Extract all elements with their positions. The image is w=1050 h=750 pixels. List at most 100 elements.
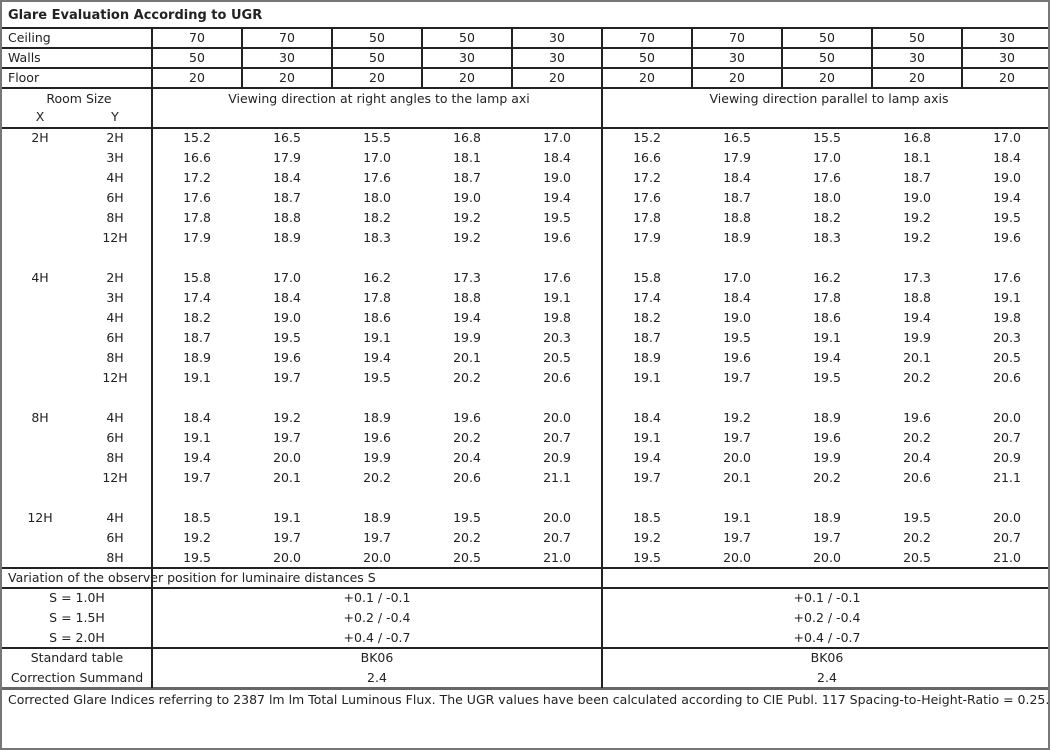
column-divider xyxy=(961,28,963,88)
ugr-value: 18.9 xyxy=(813,510,841,525)
room-y-value: 4H xyxy=(106,170,124,185)
reflectance-value: 20 xyxy=(459,70,475,85)
ugr-value: 18.8 xyxy=(723,210,751,225)
ugr-value: 20.5 xyxy=(903,550,931,565)
row-divider xyxy=(2,127,1048,129)
ugr-value: 19.2 xyxy=(723,410,751,425)
standard-parallel: 2.4 xyxy=(817,670,837,685)
standard-parallel: BK06 xyxy=(810,650,844,665)
ugr-value: 18.3 xyxy=(363,230,391,245)
standard-perpendicular: 2.4 xyxy=(367,670,387,685)
ugr-value: 19.5 xyxy=(273,330,301,345)
ugr-value: 17.9 xyxy=(183,230,211,245)
room-y-value: 6H xyxy=(106,430,124,445)
ugr-value: 18.9 xyxy=(363,410,391,425)
column-divider xyxy=(511,28,513,88)
room-y-value: 2H xyxy=(106,270,124,285)
reflectance-value: 30 xyxy=(999,50,1015,65)
ugr-value: 17.8 xyxy=(183,210,211,225)
ugr-value: 20.6 xyxy=(543,370,571,385)
ugr-value: 17.0 xyxy=(723,270,751,285)
room-y-value: 4H xyxy=(106,510,124,525)
ugr-value: 19.7 xyxy=(273,430,301,445)
room-y-value: 12H xyxy=(102,370,128,385)
ugr-value: 20.0 xyxy=(993,510,1021,525)
reflectance-value: 20 xyxy=(549,70,565,85)
ugr-value: 17.0 xyxy=(273,270,301,285)
ugr-value: 19.4 xyxy=(363,350,391,365)
ugr-value: 21.1 xyxy=(543,470,571,485)
ugr-value: 20.0 xyxy=(993,410,1021,425)
ugr-value: 19.1 xyxy=(183,370,211,385)
ugr-value: 19.6 xyxy=(273,350,301,365)
ugr-value: 20.5 xyxy=(543,350,571,365)
ugr-value: 20.0 xyxy=(813,550,841,565)
ugr-value: 18.0 xyxy=(363,190,391,205)
ugr-value: 20.5 xyxy=(993,350,1021,365)
ugr-value: 16.6 xyxy=(633,150,661,165)
ugr-value: 19.7 xyxy=(723,370,751,385)
ugr-value: 19.4 xyxy=(543,190,571,205)
ugr-value: 19.2 xyxy=(183,530,211,545)
ugr-value: 20.2 xyxy=(903,370,931,385)
ugr-value: 20.0 xyxy=(363,550,391,565)
reflectance-value: 20 xyxy=(999,70,1015,85)
room-y-value: 6H xyxy=(106,330,124,345)
reflectance-value: 30 xyxy=(549,50,565,65)
ugr-value: 18.7 xyxy=(903,170,931,185)
reflectance-value: 20 xyxy=(819,70,835,85)
ugr-value: 18.2 xyxy=(813,210,841,225)
row-divider xyxy=(2,87,1048,89)
ugr-value: 17.0 xyxy=(363,150,391,165)
room-y-value: 12H xyxy=(102,470,128,485)
room-y-value: 8H xyxy=(106,210,124,225)
ugr-value: 17.0 xyxy=(993,130,1021,145)
ugr-value: 18.9 xyxy=(273,230,301,245)
reflectance-value: 50 xyxy=(639,50,655,65)
ugr-value: 17.8 xyxy=(813,290,841,305)
ugr-value: 18.6 xyxy=(363,310,391,325)
x-header: X xyxy=(35,109,45,124)
ugr-value: 19.1 xyxy=(183,430,211,445)
reflectance-value: 30 xyxy=(999,30,1015,45)
ugr-value: 16.5 xyxy=(723,130,751,145)
room-size-header: Room Size xyxy=(46,91,112,106)
footer-note: Corrected Glare Indices referring to 238… xyxy=(8,692,1050,707)
room-y-value: 8H xyxy=(106,550,124,565)
ugr-value: 20.2 xyxy=(453,530,481,545)
ugr-value: 20.2 xyxy=(903,430,931,445)
reflectance-value: 50 xyxy=(189,50,205,65)
ugr-value: 19.1 xyxy=(993,290,1021,305)
reflectance-value: 30 xyxy=(909,50,925,65)
ugr-value: 19.1 xyxy=(633,370,661,385)
ugr-value: 17.3 xyxy=(453,270,481,285)
ugr-value: 18.4 xyxy=(273,170,301,185)
footer-divider xyxy=(2,687,1048,690)
reflectance-value: 20 xyxy=(639,70,655,85)
ugr-value: 17.9 xyxy=(633,230,661,245)
ugr-value: 21.0 xyxy=(543,550,571,565)
ugr-value: 19.5 xyxy=(993,210,1021,225)
ugr-value: 18.4 xyxy=(633,410,661,425)
ugr-value: 16.8 xyxy=(453,130,481,145)
ugr-value: 15.2 xyxy=(633,130,661,145)
room-x-value: 12H xyxy=(27,510,53,525)
reflectance-value: 70 xyxy=(279,30,295,45)
ugr-value: 19.2 xyxy=(633,530,661,545)
ugr-value: 20.4 xyxy=(903,450,931,465)
ugr-value: 20.4 xyxy=(453,450,481,465)
ugr-value: 18.7 xyxy=(273,190,301,205)
ugr-value: 19.4 xyxy=(813,350,841,365)
ugr-value: 18.4 xyxy=(723,170,751,185)
ugr-value: 19.4 xyxy=(993,190,1021,205)
column-divider xyxy=(241,28,243,88)
ugr-value: 19.1 xyxy=(813,330,841,345)
row-divider xyxy=(2,47,1048,49)
ugr-value: 19.7 xyxy=(813,530,841,545)
ugr-value: 19.2 xyxy=(903,210,931,225)
ugr-value: 19.8 xyxy=(543,310,571,325)
ugr-value: 18.1 xyxy=(903,150,931,165)
room-y-value: 2H xyxy=(106,130,124,145)
ugr-value: 19.7 xyxy=(633,470,661,485)
column-divider xyxy=(331,28,333,88)
